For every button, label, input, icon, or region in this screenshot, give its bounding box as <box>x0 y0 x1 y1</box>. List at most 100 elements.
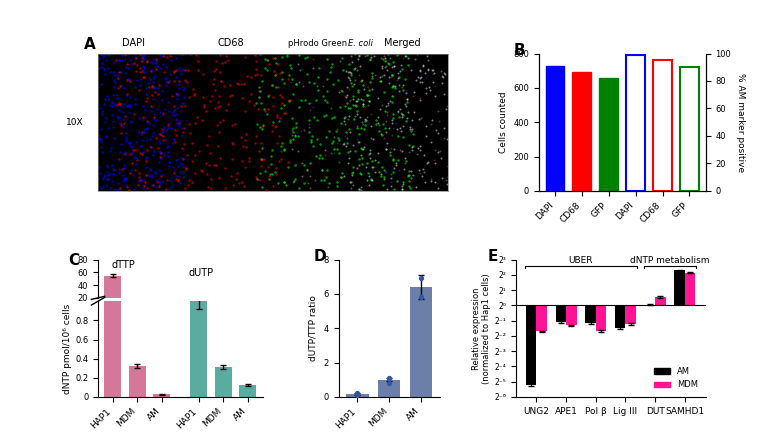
Point <box>109 100 122 107</box>
Point <box>227 140 239 148</box>
Point <box>365 56 377 63</box>
Point <box>276 68 289 75</box>
Point <box>406 117 419 124</box>
Point <box>288 178 300 185</box>
Point <box>149 63 162 70</box>
Point <box>285 146 298 153</box>
Point <box>387 132 399 139</box>
Point <box>318 176 330 183</box>
Point <box>93 54 105 61</box>
Point <box>343 126 355 133</box>
Point <box>397 112 409 119</box>
Point <box>374 130 387 137</box>
Point <box>437 74 449 81</box>
Point <box>96 52 108 59</box>
Point <box>358 117 371 124</box>
Point <box>133 50 146 58</box>
Point <box>349 113 361 120</box>
Point <box>107 165 119 173</box>
Point <box>337 114 350 121</box>
Point <box>283 97 296 104</box>
Point <box>268 71 281 78</box>
Point <box>173 85 186 92</box>
Point <box>275 94 288 101</box>
Point <box>420 52 433 59</box>
Point <box>267 94 279 101</box>
Point <box>147 182 159 189</box>
Point <box>150 176 162 183</box>
Point <box>298 179 310 186</box>
Point <box>121 183 133 190</box>
Point <box>343 128 356 136</box>
Point <box>363 172 376 179</box>
Point <box>158 74 171 82</box>
Point <box>356 100 368 107</box>
Point <box>235 133 248 140</box>
Point <box>379 58 391 65</box>
Point <box>419 123 432 130</box>
Point <box>180 165 192 172</box>
Point <box>122 103 134 110</box>
Point <box>266 121 278 128</box>
Point <box>320 111 332 118</box>
Point <box>118 161 131 169</box>
Point <box>305 139 318 146</box>
Point <box>141 146 154 153</box>
Point <box>183 120 195 127</box>
Point <box>401 95 413 103</box>
Point <box>213 68 226 75</box>
Point <box>234 80 247 87</box>
Point <box>398 165 411 172</box>
Point <box>133 176 146 183</box>
Point <box>252 88 265 95</box>
Point <box>100 114 112 121</box>
Point <box>270 114 283 121</box>
Point <box>131 62 143 69</box>
Point <box>163 177 176 184</box>
Point <box>344 69 357 76</box>
Point <box>206 81 219 88</box>
Point <box>406 143 419 150</box>
Point <box>131 157 143 164</box>
Point <box>117 124 129 131</box>
Point <box>161 54 173 61</box>
Point <box>284 97 296 104</box>
Point <box>341 100 354 107</box>
Point <box>281 158 294 165</box>
Point <box>135 142 147 149</box>
Point <box>321 75 333 82</box>
Point <box>376 132 388 139</box>
Point <box>372 122 385 129</box>
Point <box>320 133 332 140</box>
Point <box>262 176 274 183</box>
Point <box>321 183 334 190</box>
Point <box>416 172 428 179</box>
Point <box>181 78 194 85</box>
Point <box>147 121 159 128</box>
Bar <box>556 306 566 322</box>
Point <box>287 135 299 142</box>
Point <box>161 176 173 183</box>
Point <box>96 175 109 182</box>
Point <box>399 53 412 60</box>
Point <box>185 139 198 146</box>
Point <box>390 51 403 58</box>
Point <box>177 65 190 72</box>
Point <box>136 177 148 184</box>
Point <box>384 144 397 151</box>
Point <box>95 136 107 143</box>
Point <box>98 95 111 102</box>
Point <box>317 92 329 99</box>
Point <box>285 127 298 134</box>
Point <box>267 183 279 190</box>
Point <box>274 69 286 76</box>
Point <box>426 70 439 77</box>
Point <box>269 54 281 62</box>
Point <box>425 175 437 182</box>
Point <box>351 389 364 396</box>
Point <box>285 65 298 72</box>
Point <box>111 115 124 122</box>
Point <box>114 184 126 191</box>
Point <box>169 116 182 123</box>
Point <box>332 150 345 157</box>
